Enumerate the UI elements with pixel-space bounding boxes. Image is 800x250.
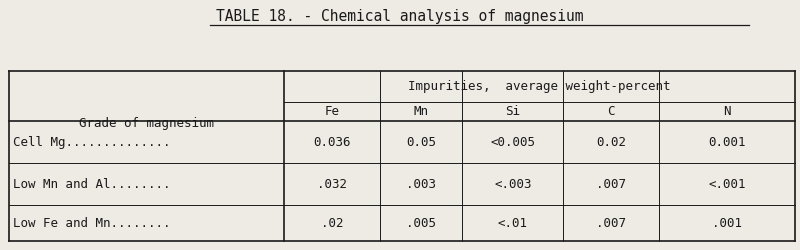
Text: Low Mn and Al........: Low Mn and Al........ <box>14 178 171 191</box>
Text: .003: .003 <box>406 178 436 191</box>
Text: <.001: <.001 <box>708 178 746 191</box>
Text: Cell Mg..............: Cell Mg.............. <box>14 136 171 149</box>
Text: Low Fe and Mn........: Low Fe and Mn........ <box>14 217 171 230</box>
Text: .032: .032 <box>318 178 347 191</box>
Text: TABLE 18. - Chemical analysis of magnesium: TABLE 18. - Chemical analysis of magnesi… <box>216 9 584 24</box>
Text: 0.036: 0.036 <box>314 136 351 149</box>
Text: .005: .005 <box>406 217 436 230</box>
Text: N: N <box>723 105 730 118</box>
Text: Fe: Fe <box>325 105 340 118</box>
Text: .007: .007 <box>596 217 626 230</box>
Text: C: C <box>607 105 615 118</box>
Text: 0.05: 0.05 <box>406 136 436 149</box>
Text: <.01: <.01 <box>498 217 528 230</box>
Text: .02: .02 <box>321 217 343 230</box>
Text: 0.02: 0.02 <box>596 136 626 149</box>
Text: <.003: <.003 <box>494 178 531 191</box>
Text: Grade of magnesium: Grade of magnesium <box>79 117 214 130</box>
Text: Si: Si <box>506 105 520 118</box>
Text: .007: .007 <box>596 178 626 191</box>
Text: 0.001: 0.001 <box>708 136 746 149</box>
Text: .001: .001 <box>712 217 742 230</box>
Text: <0.005: <0.005 <box>490 136 535 149</box>
Text: Mn: Mn <box>414 105 429 118</box>
Text: Impurities,  average weight-percent: Impurities, average weight-percent <box>408 80 670 92</box>
